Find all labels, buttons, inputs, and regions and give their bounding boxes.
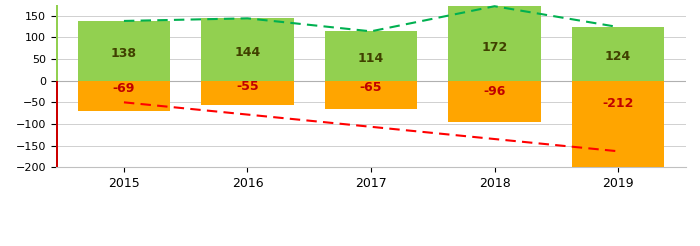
Bar bbox=[448, 81, 541, 122]
Bar bbox=[78, 21, 170, 81]
Text: 138: 138 bbox=[111, 47, 137, 60]
Text: 172: 172 bbox=[482, 41, 508, 54]
Bar bbox=[448, 6, 541, 81]
Bar bbox=[201, 81, 294, 105]
Text: -69: -69 bbox=[113, 82, 135, 95]
Bar bbox=[78, 81, 170, 110]
Bar bbox=[201, 18, 294, 81]
Text: 144: 144 bbox=[234, 46, 260, 59]
Text: 124: 124 bbox=[605, 50, 631, 63]
Text: -55: -55 bbox=[236, 80, 259, 93]
Bar bbox=[325, 31, 417, 81]
Bar bbox=[53, 5, 59, 81]
Bar bbox=[572, 81, 664, 172]
Text: -65: -65 bbox=[360, 81, 382, 94]
Text: -96: -96 bbox=[483, 85, 505, 98]
Bar bbox=[325, 81, 417, 109]
Bar bbox=[572, 27, 664, 81]
Bar bbox=[53, 81, 59, 167]
Text: -212: -212 bbox=[603, 97, 634, 110]
Text: 114: 114 bbox=[358, 52, 384, 65]
